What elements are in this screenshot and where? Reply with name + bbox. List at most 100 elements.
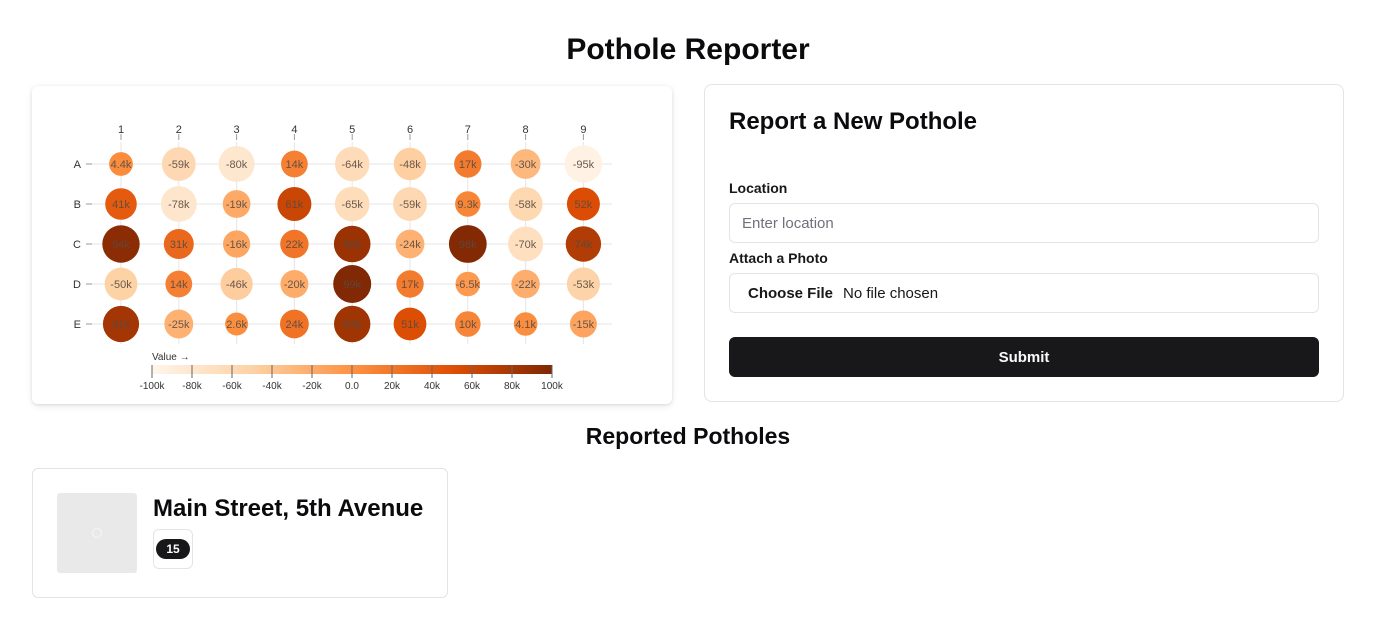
heatmap-cell-label: -25k bbox=[168, 319, 190, 331]
legend-tick-label: 80k bbox=[504, 381, 521, 392]
reported-potholes-title: Reported Potholes bbox=[585, 423, 791, 449]
heatmap-cell-label: 17k bbox=[401, 279, 419, 291]
heatmap-cell-label: 4.1k bbox=[515, 319, 536, 331]
heatmap-cell-circle bbox=[508, 187, 543, 221]
heatmap-cell-label: 17k bbox=[459, 159, 477, 171]
column-label: 5 bbox=[349, 124, 355, 136]
location-input[interactable] bbox=[729, 203, 1319, 243]
heatmap-cell-label: 9.3k bbox=[457, 199, 478, 211]
heatmap-cell-label: 86k bbox=[343, 239, 361, 251]
legend-tick-label: -40k bbox=[262, 381, 282, 392]
heatmap-cell-label: 22k bbox=[286, 239, 304, 251]
heatmap-cell-circle bbox=[104, 267, 138, 301]
photo-file-input[interactable]: Choose File No file chosen bbox=[729, 273, 1319, 313]
heatmap-cell-circle bbox=[454, 150, 482, 178]
legend-tick-label: -60k bbox=[222, 381, 242, 392]
heatmap-cell-label: -78k bbox=[168, 199, 190, 211]
heatmap-cell-circle bbox=[334, 186, 370, 222]
form-title: Report a New Pothole bbox=[729, 108, 978, 135]
pothole-photo-thumbnail bbox=[57, 493, 137, 573]
row-label: A bbox=[74, 159, 82, 171]
heatmap-cell-circle bbox=[280, 229, 309, 259]
report-location: Main Street, 5th Avenue bbox=[153, 495, 424, 522]
heatmap-cell-circle bbox=[333, 265, 372, 303]
photo-label: Attach a Photo bbox=[729, 250, 828, 266]
legend-title: Value → bbox=[152, 352, 190, 363]
submit-button[interactable]: Submit bbox=[729, 337, 1319, 377]
heatmap-cell-circle bbox=[395, 229, 425, 259]
heatmap-cell-circle bbox=[566, 187, 600, 221]
heatmap-cell-label: 2.6k bbox=[226, 319, 247, 331]
heatmap-cell-circle bbox=[510, 149, 541, 179]
heatmap-cell-label: 41k bbox=[112, 199, 130, 211]
report-count-button[interactable]: 15 bbox=[153, 529, 193, 569]
heatmap-cell-label: -48k bbox=[399, 159, 421, 171]
heatmap-cell-label: 14k bbox=[286, 159, 304, 171]
heatmap-cell-label: -20k bbox=[284, 279, 306, 291]
heatmap-cell-label: -59k bbox=[168, 159, 190, 171]
column-label: 6 bbox=[407, 124, 413, 136]
heatmap-cell-circle bbox=[511, 269, 540, 299]
heatmap-cell-label: -95k bbox=[573, 159, 595, 171]
heatmap-cell-circle bbox=[565, 226, 602, 262]
heatmap-cell-circle bbox=[220, 267, 253, 301]
heatmap-cell-circle bbox=[569, 310, 597, 338]
heatmap-cell-label: -70k bbox=[515, 239, 537, 251]
heatmap-cell-circle bbox=[455, 311, 481, 337]
heatmap-cell-circle bbox=[333, 225, 371, 263]
report-form-card: Report a New Pothole Location Attach a P… bbox=[704, 84, 1344, 402]
image-placeholder-icon bbox=[92, 528, 102, 538]
legend-tick-label: -100k bbox=[139, 381, 165, 392]
report-card: Main Street, 5th Avenue 15 bbox=[32, 468, 448, 598]
heatmap-cell-circle bbox=[513, 312, 538, 336]
heatmap-chart: A B C D E 1 2 3 4 5 6 7 8 9 4.4k -59k -80k 14k -64k -48k 17k… bbox=[73, 124, 612, 392]
heatmap-cell-label: 31k bbox=[170, 239, 188, 251]
heatmap-cell-circle bbox=[393, 307, 427, 341]
heatmap-cell-label: -64k bbox=[341, 159, 363, 171]
legend-tick-label: -80k bbox=[182, 381, 202, 392]
choose-file-button[interactable]: Choose File bbox=[748, 284, 834, 302]
heatmap-cell-circle bbox=[165, 270, 193, 298]
heatmap-cell-label: -53k bbox=[573, 279, 595, 291]
row-label: E bbox=[74, 319, 81, 331]
heatmap-cell-label: -16k bbox=[226, 239, 248, 251]
heatmap-cell-circle bbox=[163, 229, 194, 259]
heatmap-cell-circle bbox=[393, 187, 427, 221]
heatmap-cell-circle bbox=[160, 186, 197, 222]
heatmap-cell-label: -22k bbox=[515, 279, 537, 291]
legend-tick-label: 0.0 bbox=[345, 381, 359, 392]
column-label: 1 bbox=[118, 124, 124, 136]
heatmap-cell-label: -30k bbox=[515, 159, 537, 171]
heatmap-cell-circle bbox=[455, 191, 481, 217]
heatmap-cell-circle bbox=[335, 146, 370, 182]
heatmap-cell-label: -65k bbox=[341, 199, 363, 211]
heatmap-cell-label: 10k bbox=[459, 319, 477, 331]
heatmap-cell-circle bbox=[448, 225, 487, 263]
heatmap-cell-label: 99k bbox=[343, 279, 361, 291]
heatmap-cell-circle bbox=[218, 146, 255, 182]
column-label: 8 bbox=[523, 124, 529, 136]
heatmap-cell-label: -24k bbox=[399, 239, 421, 251]
heatmap-cell-label: 83k bbox=[343, 319, 361, 331]
heatmap-cell-circle bbox=[280, 309, 309, 339]
heatmap-cell-circle bbox=[102, 225, 140, 263]
legend-tick-label: 20k bbox=[384, 381, 401, 392]
heatmap-cell-circle bbox=[393, 147, 427, 181]
heatmap-cell-circle bbox=[102, 305, 140, 343]
row-label: C bbox=[73, 239, 81, 251]
heatmap-cell-label: 14k bbox=[170, 279, 188, 291]
heatmap-cell-circle bbox=[396, 270, 424, 298]
heatmap-cell-label: 52k bbox=[575, 199, 593, 211]
column-label: 7 bbox=[465, 124, 471, 136]
heatmap-cell-circle bbox=[455, 271, 481, 297]
heatmap-cell-circle bbox=[222, 190, 251, 218]
heatmap-cell-circle bbox=[161, 147, 196, 181]
heatmap-cell-label: -58k bbox=[515, 199, 537, 211]
column-label: 9 bbox=[580, 124, 586, 136]
heatmap-cell-label: 4.4k bbox=[111, 159, 132, 171]
heatmap-cell-label: 24k bbox=[286, 319, 304, 331]
heatmap-cell-circle bbox=[280, 270, 309, 298]
row-label: D bbox=[73, 279, 81, 291]
legend-tick-label: 40k bbox=[424, 381, 441, 392]
report-count-badge: 15 bbox=[156, 539, 190, 559]
